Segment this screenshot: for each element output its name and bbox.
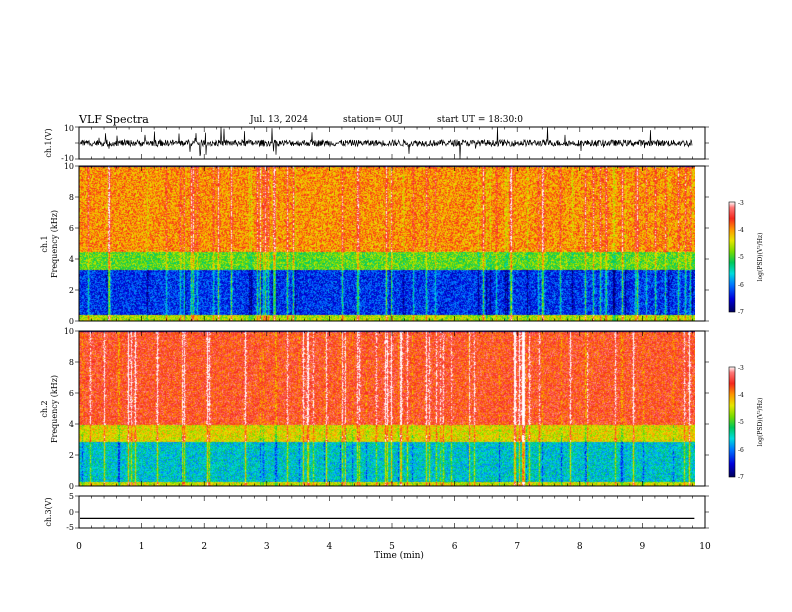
ch1-cbar-tick-m4: -4 [738, 227, 744, 234]
ch1-cbar-tick-m6: -6 [738, 282, 744, 289]
ch2-spectrogram-ticks [75, 330, 709, 487]
ch1-cbar-tick-m7: -7 [738, 309, 744, 316]
ch1-spectrogram-image [79, 166, 695, 321]
ch2-ytick-8: 8 [69, 358, 74, 367]
ch1-spectrogram-ticks [75, 165, 709, 322]
ch1-spectrogram-panel: 0 2 4 6 8 10 ch.1 Frequency (kHz) [40, 162, 709, 326]
time-axis: 0 1 2 3 4 5 6 7 8 9 10 Time (min) [76, 542, 711, 561]
ch2-ytick-0: 0 [69, 482, 74, 491]
ch2-cbar-tick-m5: -5 [738, 419, 744, 426]
ch1-ytick-4: 4 [69, 255, 74, 264]
ch2-ylabel-channel: ch.2 [40, 400, 49, 417]
xtick-3: 3 [264, 542, 270, 552]
ch1-cbar-tick-m5: -5 [738, 254, 744, 261]
ch2-colorbar-gradient [729, 367, 735, 477]
xtick-10: 10 [699, 542, 711, 552]
xtick-8: 8 [577, 542, 583, 552]
ch1-waveform-panel: 10 -10 ch.1(V) [44, 124, 709, 163]
ch2-colorbar-frame [728, 366, 736, 478]
ch2-cbar-tick-m7: -7 [738, 474, 744, 481]
ch2-cbar-tick-m6: -6 [738, 447, 744, 454]
figure-title: VLF Spectra [78, 113, 149, 126]
ch1-ytick-10: 10 [64, 162, 74, 171]
ch1-ytick-8: 8 [69, 193, 74, 202]
ch2-ytick-6: 6 [69, 389, 74, 398]
ch3-ytick-m5: -5 [66, 523, 74, 532]
ch2-spectrogram-image [79, 331, 695, 486]
ch2-ytick-10: 10 [64, 327, 74, 336]
ch1-colorbar: -3 -4 -5 -6 -7 log(PSD)(V²/Hz) [728, 200, 764, 316]
xtick-6: 6 [452, 542, 458, 552]
ch1-waveform-ticks [75, 126, 709, 160]
ch1-colorbar-label: log(PSD)(V²/Hz) [757, 233, 764, 282]
ch1-ytick-top: 10 [64, 124, 74, 133]
ch3-waveform-ticks [75, 495, 709, 529]
xtick-4: 4 [327, 542, 333, 552]
xtick-2: 2 [201, 542, 207, 552]
ch1-waveform-ylabel: ch.1(V) [44, 128, 53, 157]
ch3-waveform-panel: 5 0 -5 ch.3(V) [44, 492, 709, 532]
ch1-colorbar-gradient [729, 202, 735, 312]
ch1-ylabel-frequency: Frequency (kHz) [50, 210, 59, 278]
ch2-ytick-2: 2 [69, 451, 74, 460]
ch2-colorbar: -3 -4 -5 -6 -7 log(PSD)(V²/Hz) [728, 365, 764, 481]
ch1-ytick-0: 0 [69, 317, 74, 326]
xtick-9: 9 [640, 542, 646, 552]
ch2-ytick-4: 4 [69, 420, 74, 429]
ch1-ytick-bottom: -10 [61, 154, 74, 163]
start-time-label: start UT = 18:30:0 [437, 115, 523, 125]
ch1-colorbar-frame [728, 201, 736, 313]
ch2-cbar-tick-m3: -3 [738, 365, 744, 372]
ch3-waveform-ylabel: ch.3(V) [44, 497, 53, 526]
ch1-ylabel-channel: ch.1 [40, 235, 49, 252]
date-label: Jul. 13, 2024 [249, 115, 308, 125]
x-axis-label: Time (min) [374, 550, 424, 561]
ch2-ylabel-frequency: Frequency (kHz) [50, 375, 59, 443]
xtick-7: 7 [514, 542, 520, 552]
ch1-ytick-6: 6 [69, 224, 74, 233]
ch3-ytick-0: 0 [69, 508, 74, 517]
ch1-cbar-tick-m3: -3 [738, 200, 744, 207]
station-label: station= OUJ [343, 115, 403, 125]
ch3-ytick-5: 5 [69, 492, 74, 501]
ch2-cbar-tick-m4: -4 [738, 392, 744, 399]
ch1-ytick-2: 2 [69, 286, 74, 295]
ch2-colorbar-label: log(PSD)(V²/Hz) [757, 398, 764, 447]
ch2-spectrogram-panel: 0 2 4 6 8 10 ch.2 Frequency (kHz) [40, 327, 709, 491]
xtick-5: 5 [389, 542, 395, 552]
xtick-1: 1 [139, 542, 145, 552]
xtick-0: 0 [76, 542, 82, 552]
ch1-waveform-trace [79, 126, 693, 160]
